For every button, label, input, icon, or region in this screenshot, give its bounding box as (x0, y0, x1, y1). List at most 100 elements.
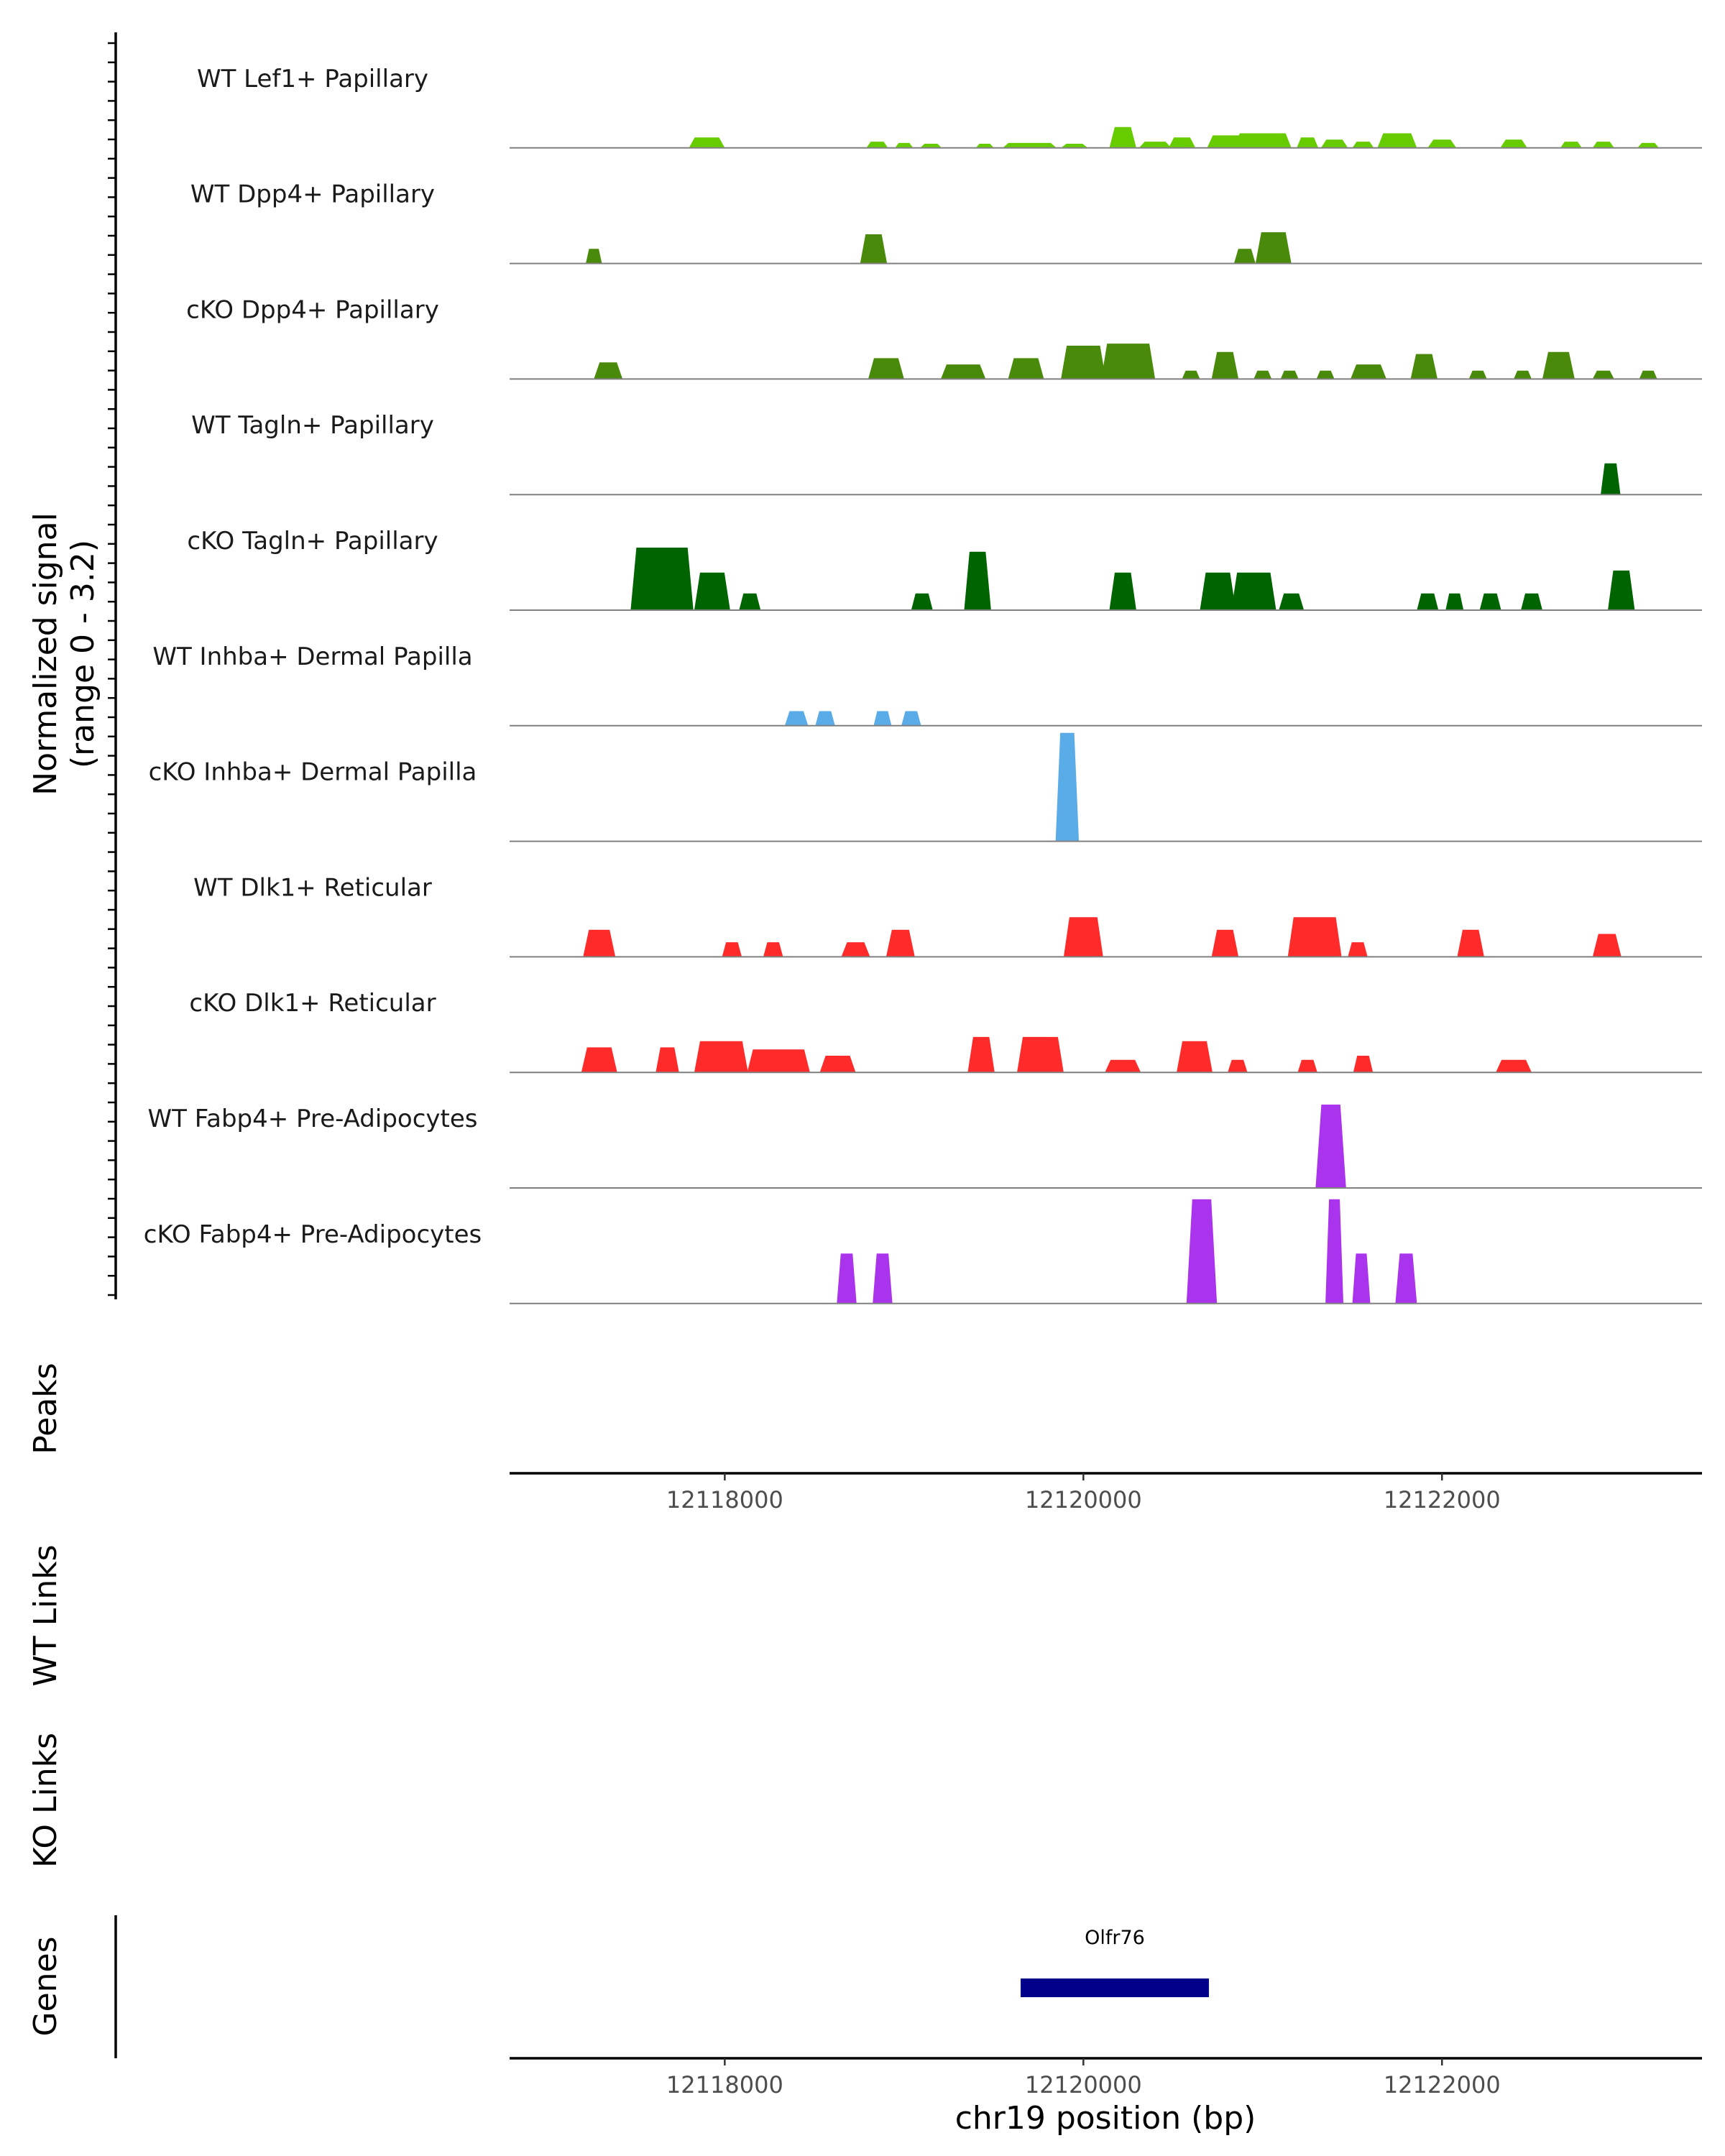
track-label: cKO Fabp4+ Pre-Adipocytes (144, 1220, 482, 1249)
coverage-peak (1186, 1199, 1218, 1304)
coverage-peak (1231, 572, 1276, 610)
coverage-peak (1348, 942, 1368, 957)
coverage-peak (841, 942, 870, 957)
track-label: WT Dpp4+ Papillary (190, 180, 435, 209)
track-label: cKO Dpp4+ Papillary (186, 295, 439, 324)
coverage-peak (1352, 1253, 1371, 1304)
track-label: cKO Tagln+ Papillary (187, 527, 438, 556)
coverage-peak (1008, 358, 1044, 379)
coverage-peak (837, 1253, 857, 1304)
coverage-peak (1105, 1059, 1141, 1073)
coverage-peak (1228, 1059, 1248, 1073)
coverage-track: WT Lef1+ Papillary (197, 65, 1702, 149)
x-tick-label: 12118000 (666, 2071, 783, 2099)
coverage-peak (1377, 133, 1417, 148)
coverage-peak (1017, 1036, 1064, 1073)
coverage-peak (868, 358, 904, 379)
coverage-peak (1353, 1056, 1374, 1073)
coverage-peak (739, 593, 761, 610)
coverage-peak (1445, 593, 1464, 610)
coverage-peak (1592, 370, 1614, 379)
track-label: WT Inhba+ Dermal Papilla (152, 642, 472, 671)
genes-x-axis: 12118000 12120000 12122000 (666, 2058, 1501, 2099)
gene-annotations: Olfr76 (1021, 1927, 1209, 1997)
coverage-peak (819, 1056, 856, 1073)
coverage-peak (1200, 572, 1236, 610)
coverage-peak (630, 548, 694, 610)
x-tick-label: 12122000 (1384, 1486, 1501, 1514)
coverage-peak (1521, 593, 1542, 610)
coverage-peak (1325, 1199, 1344, 1304)
genes-panel-label: Genes (27, 1936, 64, 2036)
coverage-peak (940, 364, 986, 379)
coverage-y-ticks (108, 42, 116, 1296)
peaks-panel: Peaks 12118000 12120000 12122000 (27, 1363, 1702, 1514)
coverage-peak (1233, 133, 1292, 148)
coverage-peak (1316, 370, 1335, 379)
coverage-peak (656, 1047, 679, 1073)
ko-links-panel-label: KO Links (27, 1733, 64, 1868)
genes-panel: Genes Olfr76 12118000 12120000 12122000 ch… (27, 1915, 1702, 2137)
gene-body (1021, 1978, 1209, 1997)
coverage-peak (1315, 1105, 1346, 1188)
coverage-peak (694, 572, 730, 610)
coverage-peak (815, 711, 835, 726)
coverage-peak (1542, 351, 1575, 379)
coverage-peak (1211, 351, 1239, 379)
x-tick-label: 12120000 (1025, 2071, 1142, 2099)
coverage-peak (1255, 232, 1292, 264)
coverage-peak (1287, 917, 1342, 957)
coverage-track: WT Dlk1+ Reticular (193, 873, 1702, 958)
x-axis-title: chr19 position (bp) (955, 2100, 1256, 2137)
coverage-peak (1352, 142, 1374, 148)
coverage-peak (1417, 593, 1439, 610)
track-label: cKO Dlk1+ Reticular (189, 989, 436, 1018)
track-label: WT Tagln+ Papillary (191, 411, 434, 440)
x-tick-label: 12122000 (1384, 2071, 1501, 2099)
coverage-peak (911, 593, 933, 610)
coverage-peak (886, 929, 915, 957)
track-label: WT Dlk1+ Reticular (193, 873, 432, 902)
coverage-peak (860, 234, 888, 264)
coverage-track: WT Dpp4+ Papillary (190, 180, 1702, 264)
coverage-peak (895, 142, 914, 148)
coverage-peak (1061, 144, 1088, 148)
coverage-peak (1560, 142, 1582, 148)
coverage-y-axis-title-line2: (range 0 - 3.2) (65, 540, 101, 768)
track-label: WT Fabp4+ Pre-Adipocytes (148, 1105, 478, 1133)
coverage-peak (1297, 1059, 1317, 1073)
peaks-panel-label: Peaks (27, 1363, 64, 1454)
coverage-peak (1280, 370, 1299, 379)
coverage-peak (1457, 929, 1484, 957)
coverage-peak (1297, 137, 1319, 148)
coverage-y-axis: Normalized signal (range 0 - 3.2) (27, 32, 117, 1299)
coverage-peak (594, 362, 623, 379)
coverage-peak (1351, 364, 1386, 379)
coverage-peak (581, 1047, 617, 1073)
coverage-y-axis-title-line1: Normalized signal (27, 512, 64, 796)
coverage-peak (694, 1041, 748, 1073)
coverage-tracks: WT Lef1+ Papillary WT Dpp4+ Papillary cKO … (144, 65, 1702, 1304)
coverage-peak (784, 711, 809, 726)
coverage-peak (1211, 929, 1239, 957)
coverage-peak (1109, 126, 1136, 148)
coverage-peak (1479, 593, 1501, 610)
coverage-peak (1101, 344, 1156, 379)
coverage-peak (1601, 463, 1621, 495)
coverage-peak (1254, 370, 1272, 379)
track-label: cKO Inhba+ Dermal Papilla (149, 758, 477, 787)
gene-label: Olfr76 (1085, 1927, 1145, 1949)
coverage-peak (964, 551, 991, 610)
coverage-track: cKO Dpp4+ Papillary (186, 295, 1702, 380)
coverage-peak (1592, 934, 1622, 957)
coverage-peak (689, 137, 725, 148)
coverage-peak (747, 1049, 810, 1073)
coverage-peak (975, 144, 994, 148)
coverage-peak (1592, 142, 1614, 148)
coverage-peak (1496, 1059, 1532, 1073)
coverage-peak (1182, 370, 1200, 379)
x-tick-label: 12118000 (666, 1486, 783, 1514)
coverage-peak (1168, 137, 1196, 148)
